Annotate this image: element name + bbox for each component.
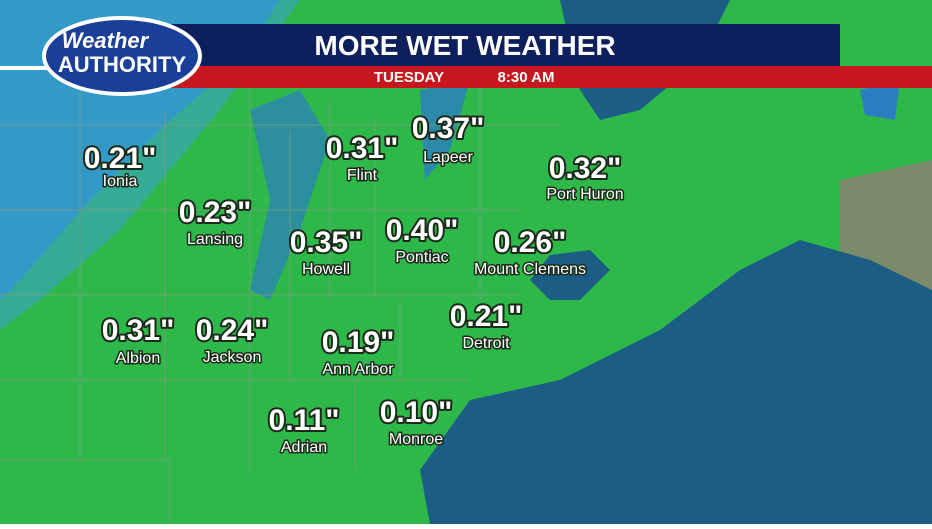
time-bar bbox=[170, 66, 932, 88]
amount: 0.23" bbox=[179, 196, 252, 229]
amount: 0.35" bbox=[290, 226, 363, 259]
amount: 0.19" bbox=[322, 326, 395, 359]
amount: 0.24" bbox=[196, 314, 269, 347]
logo-top: Weather bbox=[62, 28, 150, 53]
city-name: Detroit bbox=[462, 335, 510, 352]
time: 8:30 AM bbox=[498, 69, 555, 86]
rain-band bbox=[420, 80, 470, 180]
day: TUESDAY bbox=[374, 69, 444, 86]
city-name: Flint bbox=[347, 167, 378, 184]
amount: 0.26" bbox=[494, 226, 567, 259]
county-lines bbox=[0, 80, 560, 524]
city-name: Albion bbox=[116, 350, 160, 367]
city-name: Ann Arbor bbox=[322, 361, 394, 378]
city-name: Pontiac bbox=[395, 249, 448, 266]
amount: 0.32" bbox=[549, 152, 622, 185]
rain-band bbox=[860, 80, 900, 120]
lake-st-clair bbox=[530, 250, 610, 300]
city-name: Lapeer bbox=[423, 149, 473, 166]
amount: 0.40" bbox=[386, 214, 459, 247]
logo-bottom: AUTHORITY bbox=[58, 52, 187, 77]
title: MORE WET WEATHER bbox=[314, 30, 615, 61]
logo-badge bbox=[42, 16, 202, 96]
amount: 0.37" bbox=[412, 112, 485, 145]
city-name: Howell bbox=[302, 261, 350, 278]
lake-erie bbox=[420, 240, 932, 524]
city-name: Monroe bbox=[389, 431, 443, 448]
city-name: Lansing bbox=[187, 231, 243, 248]
city-name: Adrian bbox=[281, 439, 327, 456]
amount: 0.21" bbox=[84, 142, 157, 175]
amount: 0.31" bbox=[102, 314, 175, 347]
city-name: Mount Clemens bbox=[474, 261, 586, 278]
amount: 0.21" bbox=[450, 300, 523, 333]
title-bar bbox=[170, 24, 840, 66]
amount: 0.31" bbox=[326, 132, 399, 165]
amount: 0.10" bbox=[380, 396, 453, 429]
city-name: Port Huron bbox=[546, 186, 623, 203]
city-name: Ionia bbox=[103, 173, 138, 190]
amount: 0.11" bbox=[269, 404, 340, 437]
city-name: Jackson bbox=[203, 349, 262, 366]
